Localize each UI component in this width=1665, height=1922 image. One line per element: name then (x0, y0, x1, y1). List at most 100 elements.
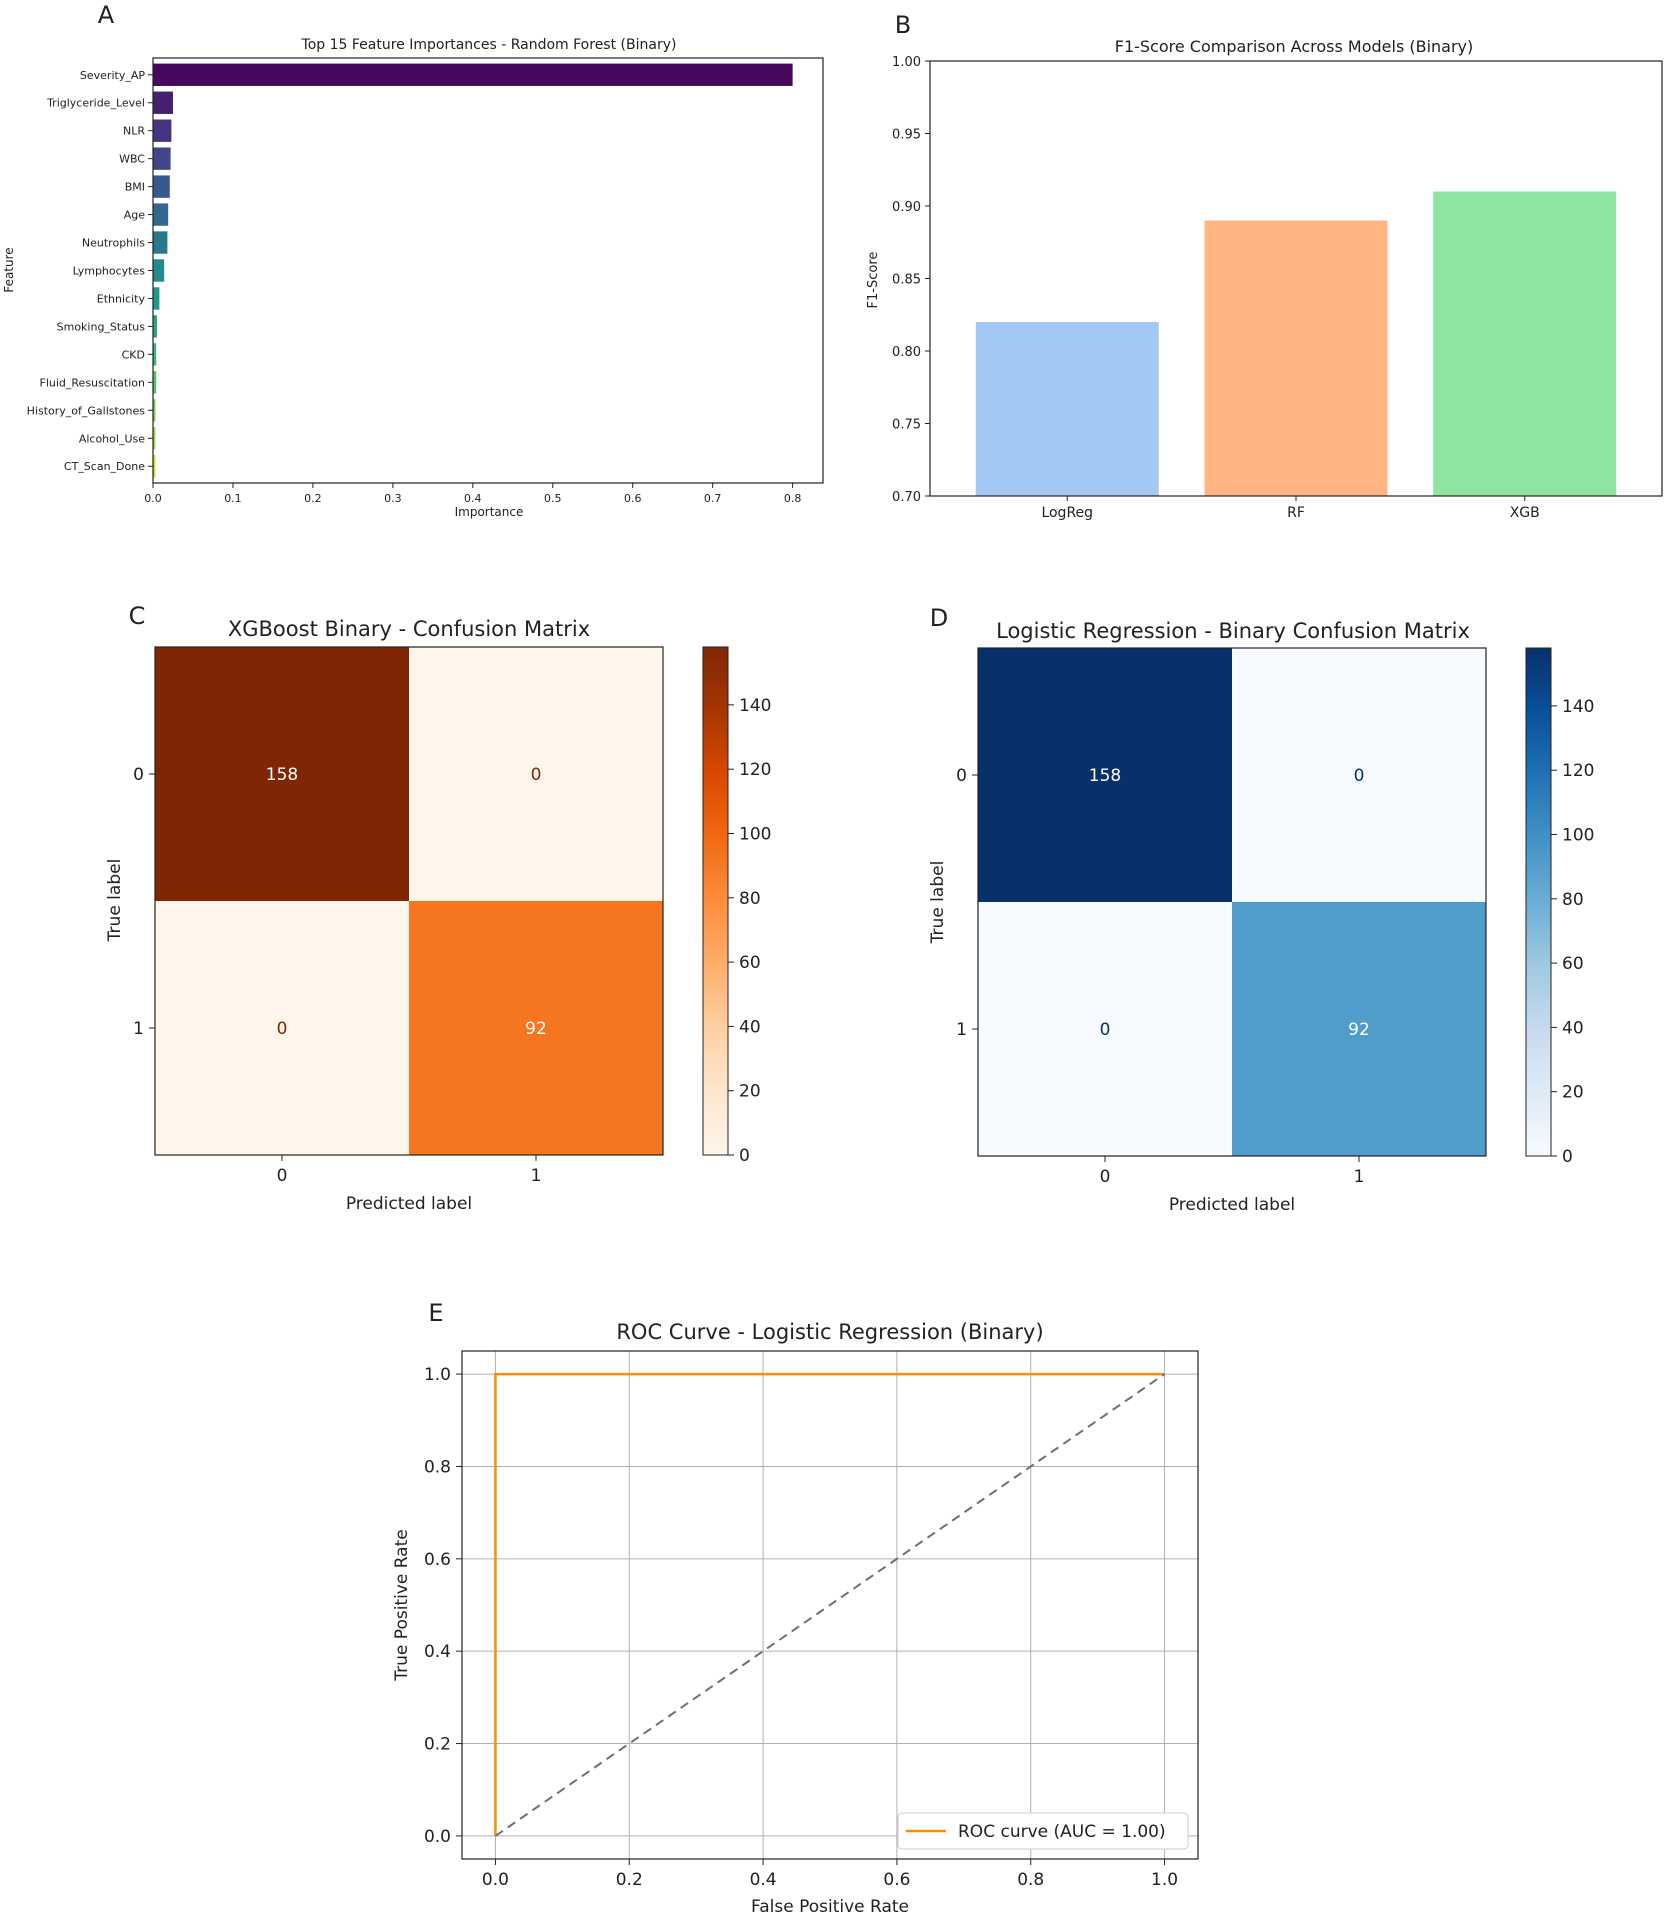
panel-c-x-label: Predicted label (346, 1194, 472, 1214)
panel-d-cell (1232, 902, 1486, 1156)
panel-c-colorbar-ticks: 0 20 40 60 80 100 120 140 (728, 696, 771, 1166)
panel-e-x-tick-label: 0.0 (482, 1870, 509, 1890)
panel-d-colorbar-tick-label: 100 (1562, 825, 1594, 845)
panel-a-x-label: Importance (455, 505, 524, 519)
panel-d-y-label: True label (928, 861, 948, 945)
panel-c-x-tick-label: 0 (277, 1166, 288, 1186)
panel-c-y-tick-label: 0 (133, 765, 144, 785)
panel-a-title: Top 15 Feature Importances - Random Fore… (301, 37, 677, 53)
panel-a-x-tick-label: 0.3 (384, 492, 402, 505)
panel-d: D Logistic Regression - Binary Confusion… (928, 604, 1594, 1215)
panel-b-x-tick-label: RF (1287, 505, 1305, 521)
panel-a-bar (153, 427, 156, 450)
panel-e-x-tick-label: 1.0 (1151, 1870, 1178, 1890)
panel-d-y-tick-label: 0 (956, 766, 967, 786)
panel-a-y-tick-label: Severity_AP (80, 69, 145, 82)
panel-c-colorbar (702, 646, 729, 1156)
panel-a-y-tick-label: Fluid_Resuscitation (40, 376, 146, 389)
panel-a-y-tick-label: BMI (125, 181, 145, 194)
panel-c-title: XGBoost Binary - Confusion Matrix (228, 617, 590, 641)
panel-a-frame (152, 57, 824, 484)
panel-e-y-tick-label: 0.2 (424, 1735, 451, 1755)
panel-b-y-tick-label: 0.80 (892, 345, 921, 360)
panel-b-letter: B (895, 11, 911, 39)
panel-d-cell-value: 0 (1354, 766, 1365, 786)
panel-a-bar (153, 455, 156, 478)
panel-a-y-tick-label: Ethnicity (97, 292, 146, 305)
panel-d-colorbar-ticks: 0 20 40 60 80 100 120 140 (1551, 697, 1594, 1167)
panel-a-y-tick-label: WBC (119, 153, 145, 166)
panel-c-x-tick-label: 1 (531, 1166, 542, 1186)
panel-a-letter: A (98, 1, 115, 29)
panel-e-x-label: False Positive Rate (751, 1897, 909, 1917)
panel-d-colorbar-tick-label: 40 (1562, 1018, 1584, 1038)
panel-b-bars (975, 191, 1617, 496)
panel-e-y-tick-label: 0.6 (424, 1550, 451, 1570)
panel-d-letter: D (930, 604, 948, 632)
panel-d-x-tick-label: 0 (1100, 1167, 1111, 1187)
panel-d-colorbar-tick-label: 20 (1562, 1083, 1584, 1103)
panel-c-colorbar-tick-label: 100 (739, 824, 771, 844)
panel-b-x-tick-label: XGB (1510, 505, 1540, 521)
panel-d-frame (977, 647, 1487, 1157)
panel-b: B F1-Score Comparison Across Models (Bin… (866, 11, 1663, 521)
panel-e-ticks: 0.0 0.2 0.4 0.6 0.8 1.0 0.0 0.2 0.4 0.6 0.8 1.0 (424, 1365, 1178, 1890)
panel-d-cell (978, 648, 1232, 902)
panel-d-cell (1232, 648, 1486, 902)
panel-d-title: Logistic Regression - Binary Confusion M… (996, 619, 1470, 643)
panel-c-colorbar-tick-label: 120 (739, 760, 771, 780)
panel-d-colorbar-tick-label: 140 (1562, 697, 1594, 717)
panel-d-cell-value: 158 (1089, 766, 1121, 786)
panel-d-x-label: Predicted label (1169, 1195, 1295, 1215)
panel-c-ticks: 0 1 0 1 (133, 765, 541, 1186)
panel-d-cell-value: 92 (1348, 1020, 1370, 1040)
panel-b-frame (929, 60, 1663, 497)
panel-a-x-tick-label: 0.0 (144, 492, 162, 505)
panel-e-legend: ROC curve (AUC = 1.00) (897, 1812, 1189, 1850)
panel-e-legend-label: ROC curve (AUC = 1.00) (958, 1822, 1166, 1842)
panel-e-x-tick-label: 0.4 (750, 1870, 777, 1890)
panel-d-ticks: 0 1 0 1 (956, 766, 1364, 1187)
panel-e-x-tick-label: 0.2 (616, 1870, 643, 1890)
panel-c-y-label: True label (105, 859, 125, 943)
panel-b-x-tick-label: LogReg (1041, 505, 1093, 521)
panel-c-cell-value: 92 (525, 1019, 547, 1039)
panel-b-y-tick-label: 1.00 (892, 55, 921, 70)
panel-e-chance-line (494, 1373, 1166, 1837)
panel-e-legend-box (897, 1812, 1189, 1850)
panel-d-cells: 158 0 0 92 (978, 648, 1486, 1156)
panel-d-colorbar-tick-label: 0 (1562, 1147, 1573, 1167)
panel-b-y-tick-label: 0.95 (892, 128, 921, 143)
panel-d-cell (978, 902, 1232, 1156)
panel-d-colorbar (1525, 647, 1552, 1157)
panel-e-x-tick-label: 0.8 (1017, 1870, 1044, 1890)
panel-a-x-tick-label: 0.7 (704, 492, 722, 505)
panel-e-roc-line (494, 1372, 1165, 1836)
panel-a-bar (153, 315, 157, 338)
panel-b-title: F1-Score Comparison Across Models (Binar… (1115, 37, 1474, 56)
panel-c-y-tick-label: 1 (133, 1019, 144, 1039)
panel-c-colorbar-tick-label: 0 (739, 1146, 750, 1166)
panel-e-lines (494, 1372, 1166, 1837)
panel-a-y-tick-label: NLR (123, 125, 145, 138)
panel-c-cell (155, 901, 409, 1155)
panel-c-cell (155, 647, 409, 901)
panel-c-cell-value: 0 (531, 765, 542, 785)
panel-a-x-tick-label: 0.2 (304, 492, 322, 505)
panel-c-colorbar-tick-label: 40 (739, 1017, 761, 1037)
panel-a-bar (153, 399, 156, 422)
panel-e-y-tick-label: 0.0 (424, 1827, 451, 1847)
panel-c-frame (154, 646, 664, 1156)
panel-b-bar (1433, 191, 1617, 496)
panel-a-bar (153, 231, 168, 254)
panel-e-y-tick-label: 0.8 (424, 1457, 451, 1477)
panel-a-x-tick-label: 0.5 (544, 492, 562, 505)
panel-b-y-tick-label: 0.85 (892, 273, 921, 288)
panel-a-y-tick-label: Triglyceride_Level (46, 97, 145, 110)
panel-d-colorbar-tick-label: 80 (1562, 890, 1584, 910)
panel-e-y-label: True Positive Rate (392, 1529, 412, 1681)
panel-a-y-label: Feature (2, 247, 16, 292)
panel-c-colorbar-tick-label: 80 (739, 889, 761, 909)
panel-b-y-label: F1-Score (866, 252, 881, 309)
panel-c-colorbar-tick-label: 60 (739, 953, 761, 973)
